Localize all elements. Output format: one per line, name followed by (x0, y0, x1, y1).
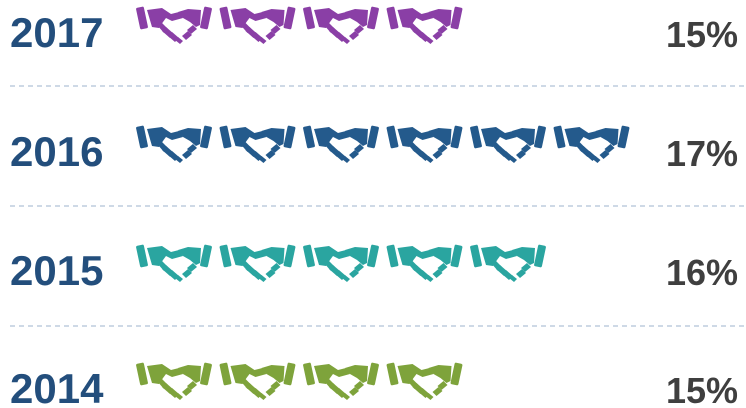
row-2014: 2014 15% (10, 362, 738, 408)
handshake-icon (135, 125, 213, 163)
handshake-icon (135, 362, 213, 400)
handshake-icon (302, 125, 380, 163)
percent-label: 15% (666, 14, 738, 55)
handshake-icon (219, 125, 296, 163)
percent-label: 15% (666, 370, 738, 408)
handshake-icon (302, 6, 380, 44)
row-2016: 2016 17% (10, 125, 738, 175)
handshake-icon (386, 244, 463, 282)
year-label: 2014 (10, 365, 104, 408)
row-2017: 2017 15% (10, 6, 738, 56)
handshake-icon (386, 125, 463, 163)
handshake-icon (386, 362, 463, 400)
handshake-icon (302, 362, 380, 400)
handshake-icon (302, 244, 380, 282)
handshake-icon (135, 6, 213, 44)
handshake-icon (219, 362, 296, 400)
handshake-icon (219, 6, 296, 44)
handshake-icon (469, 244, 547, 282)
handshake-icon (553, 125, 630, 163)
handshake-icon (469, 125, 547, 163)
handshake-icon (219, 244, 296, 282)
year-label: 2015 (10, 247, 103, 294)
percent-label: 16% (666, 252, 738, 293)
percent-label: 17% (666, 133, 738, 174)
year-label: 2016 (10, 128, 103, 175)
row-2015: 2015 16% (10, 244, 738, 294)
handshake-icon (135, 244, 213, 282)
handshake-icon (386, 6, 463, 44)
year-label: 2017 (10, 9, 103, 56)
